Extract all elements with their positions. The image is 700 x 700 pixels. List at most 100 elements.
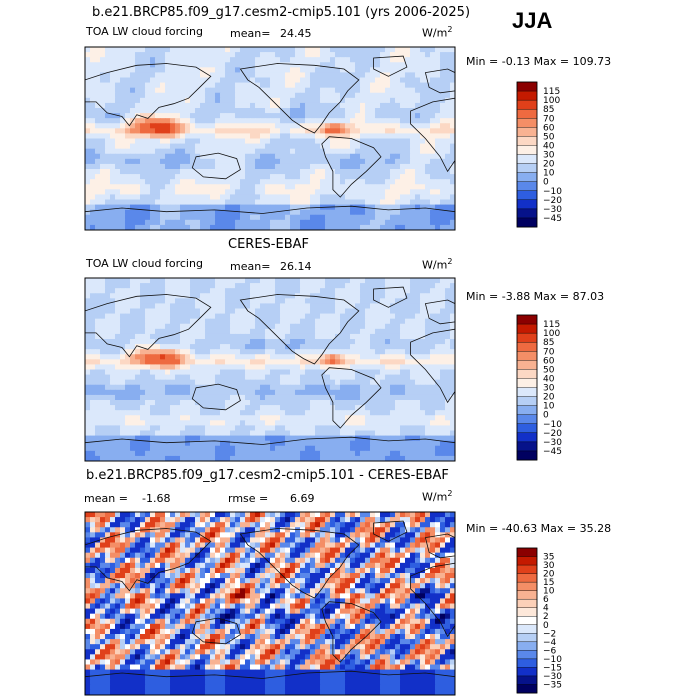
map-cell [425,87,431,94]
map-cell [375,67,381,73]
map-cell [85,92,91,99]
map-cell [145,389,151,396]
map-cell [385,133,391,139]
map-cell [110,87,116,94]
map-cell [190,62,196,68]
map-cell [255,405,261,411]
map-cell [230,410,236,416]
map-cell [135,77,141,84]
map-cell [255,113,261,119]
map-cell [115,184,121,190]
map-cell [135,169,141,175]
map-cell [345,224,351,230]
map-cell [210,425,216,431]
map-cell [410,174,416,180]
map-cell [235,298,241,304]
map-cell [390,52,396,58]
map-cell [445,354,451,360]
map-cell [360,118,366,124]
map-cell [180,219,186,226]
map-cell [450,308,455,315]
map-cell [275,158,281,165]
map-cell [410,158,416,165]
map-cell [440,72,446,78]
map-cell [265,97,271,104]
map-cell [330,108,336,114]
map-cell [430,123,436,129]
map-cell [105,303,111,309]
map-cell [330,369,336,376]
map-cell [270,179,276,185]
map-cell [270,87,276,94]
map-cell [170,169,176,175]
map-cell [315,67,321,73]
map-cell [410,97,416,104]
map-cell [450,143,455,150]
map-cell [225,189,231,195]
map-cell [245,57,251,63]
map-cell [355,57,361,63]
map-cell [190,148,196,155]
map-cell [90,47,96,53]
map-cell [195,420,201,426]
map-cell [160,219,166,226]
map-cell [365,303,371,309]
map-cell [210,298,216,304]
map-cell [295,328,301,335]
map-cell [205,318,211,325]
map-cell [315,224,321,230]
map-cell [175,52,181,58]
map-cell [255,400,261,406]
map-cell [205,405,211,411]
map-cell [415,379,421,386]
map-cell [290,283,296,289]
map-cell [360,369,366,376]
map-cell [175,153,181,160]
map-cell [150,410,156,416]
map-cell [315,113,321,119]
map-cell [255,384,261,391]
map-cell [300,163,306,170]
map-cell [160,158,166,165]
map-cell [230,364,236,370]
map-cell [370,308,376,315]
map-cell [185,174,191,180]
map-cell [105,389,111,396]
map-cell [435,374,441,381]
map-cell [420,52,426,58]
map-cell [395,118,401,124]
map-cell [240,102,246,109]
map-cell [445,209,451,216]
map-cell [175,118,181,124]
map-cell [325,199,331,206]
map-cell [300,128,306,134]
map-cell [420,278,426,284]
map-cell [265,283,271,289]
map-cell [100,224,106,230]
map-cell [310,148,316,155]
map-cell [355,148,361,155]
map-cell [405,333,411,340]
map-cell [90,359,96,365]
map-cell [310,359,316,365]
map-cell [195,283,201,289]
map-cell [115,174,121,180]
map-cell [440,405,446,411]
map-cell [205,113,211,119]
map-cell [315,169,321,175]
map-cell [435,102,441,109]
map-cell [90,102,96,109]
map-cell [135,194,141,200]
map-cell [160,214,166,221]
map-cell [175,410,181,416]
map-cell [345,138,351,145]
map-cell [415,354,421,360]
map-cell [305,97,311,104]
map-cell [340,344,346,350]
map-cell [215,179,221,185]
map-cell [190,339,196,345]
map-cell [230,169,236,175]
map-cell [210,384,216,391]
map-cell [385,199,391,206]
